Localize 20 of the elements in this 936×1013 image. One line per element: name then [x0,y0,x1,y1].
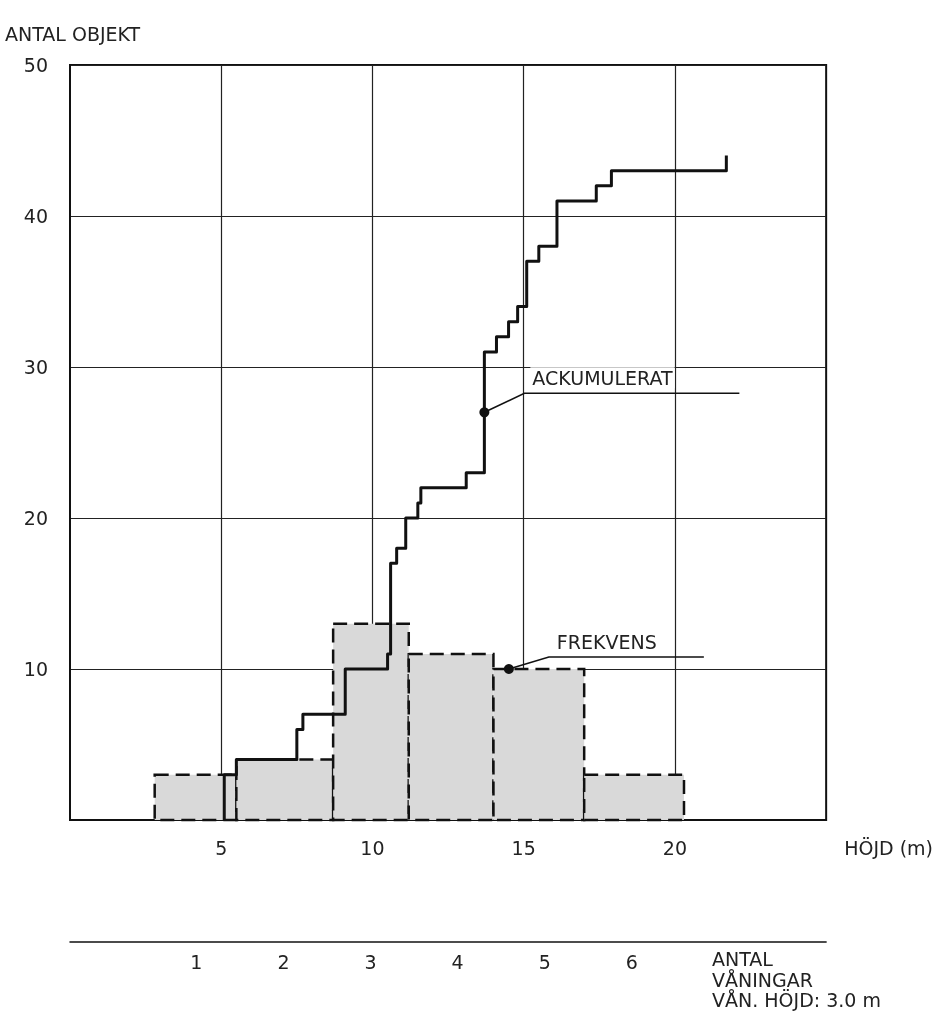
x-tick-label: 20 [662,836,688,859]
y-tick-label: 40 [23,205,48,227]
y-tick-label: 10 [23,658,48,680]
x-tick-label: 10 [360,836,385,859]
x2-tick-label: 4 [451,950,464,973]
x2-tick-label: 5 [538,950,551,973]
x2-tick-label: 3 [364,950,377,973]
text: VÅN. HÖJD: 3.0 m [712,988,881,1011]
x-tick-label: 15 [511,836,536,859]
x2-tick-label: 6 [625,950,638,973]
x-tick-label: 5 [215,836,228,859]
y-tick-label: 50 [23,54,48,76]
text: ACKUMULERAT [532,366,673,389]
y-tick-label: 20 [23,507,48,529]
x-axis-title: HÖJD (m) [844,836,934,859]
series-label: FREKVENS [556,630,657,653]
y-tick-label: 30 [23,356,48,378]
y-axis-title: ANTAL OBJEKT [5,22,141,45]
x2-tick-label: 1 [190,950,203,973]
x2-tick-label: 2 [277,950,290,973]
